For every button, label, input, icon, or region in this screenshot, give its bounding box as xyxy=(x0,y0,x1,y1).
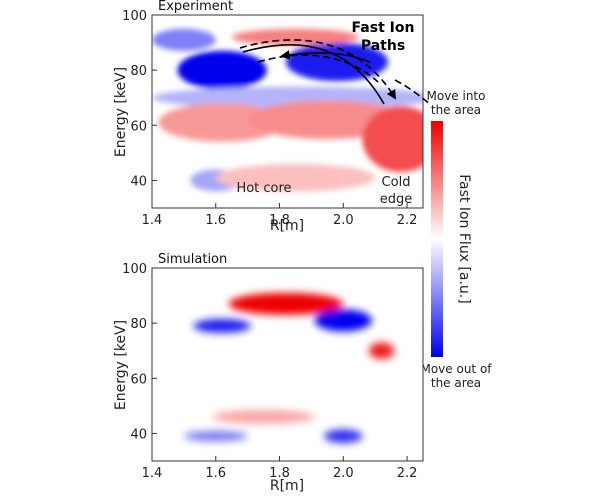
simulation-heatmap xyxy=(183,292,395,444)
experiment-panel: Experiment Fast Ion Paths Hot core Cold … xyxy=(113,0,431,234)
cold-edge-label-line1: Cold xyxy=(382,175,411,190)
hot-core-label: Hot core xyxy=(236,181,291,196)
colorbar-top-label-line2: the area xyxy=(431,103,481,117)
y-tick-label-1-1: 60 xyxy=(130,372,147,387)
fast-ion-paths xyxy=(239,39,431,105)
heatmap-blob-1-4 xyxy=(212,409,315,424)
experiment-title: Experiment xyxy=(158,0,233,14)
y-tick-label-1-2: 80 xyxy=(130,317,147,332)
heatmap-blob-0-7 xyxy=(362,105,423,173)
colorbar-label: Fast Ion Flux [a.u.] xyxy=(456,174,472,303)
heatmap-blob-1-1 xyxy=(193,319,251,333)
cold-edge-label-line2: edge xyxy=(380,192,413,207)
heatmap-blob-0-2 xyxy=(285,42,388,82)
simulation-title: Simulation xyxy=(158,252,227,267)
y-tick-label-1-0: 40 xyxy=(130,427,147,442)
path-arrow-middle xyxy=(242,44,385,105)
heatmap-blob-0-9 xyxy=(215,163,376,192)
path-arrow-return xyxy=(280,50,371,63)
simulation-ylabel: Energy [keV] xyxy=(113,320,129,410)
path-arrow-upper xyxy=(239,39,396,100)
colorbar-bottom-label-line1: Move out of xyxy=(420,362,492,376)
experiment-plot-frame xyxy=(151,14,424,209)
x-tick-label-0-1: 1.6 xyxy=(205,213,226,228)
heatmap-blob-1-6 xyxy=(324,429,363,444)
path-arrow-lower xyxy=(257,54,379,83)
path-arrow-tail xyxy=(394,79,431,105)
x-tick-label-1-3: 2.0 xyxy=(333,466,354,481)
experiment-heatmap xyxy=(152,28,423,192)
x-tick-label-0-2: 1.8 xyxy=(269,213,290,228)
x-tick-label-1-1: 1.6 xyxy=(205,466,226,481)
simulation-empty-region xyxy=(344,268,423,461)
y-tick-label-1-3: 100 xyxy=(122,262,147,277)
y-tick-label-0-3: 100 xyxy=(122,9,147,24)
heatmap-blob-0-0 xyxy=(177,50,267,90)
x-tick-label-1-0: 1.4 xyxy=(142,466,163,481)
colorbar-gradient xyxy=(431,121,443,357)
colorbar-bottom-label-line2: the area xyxy=(431,376,481,390)
heatmap-blob-1-0 xyxy=(228,292,344,315)
fast-ion-label-line2: Paths xyxy=(361,38,405,54)
x-tick-label-0-4: 2.2 xyxy=(397,213,418,228)
simulation-axes: 1.4 1.6 1.8 2.0 2.2 40 60 80 100 xyxy=(122,262,417,481)
colorbar: Move into the area Fast Ion Flux [a.u.] … xyxy=(420,89,492,390)
simulation-panel: Simulation 1.4 1.6 1.8 2.0 2.2 40 60 80 100 R[m]… xyxy=(113,252,424,494)
heatmap-blob-0-3 xyxy=(231,28,360,46)
simulation-xlabel: R[m] xyxy=(270,478,304,494)
heatmap-blob-0-1 xyxy=(152,28,216,51)
y-tick-label-0-2: 80 xyxy=(130,64,147,79)
heatmap-blob-1-2 xyxy=(314,309,372,332)
y-tick-label-0-1: 60 xyxy=(130,119,147,134)
experiment-xlabel: R[m] xyxy=(270,218,304,234)
experiment-axes: 1.4 1.6 1.8 2.0 2.2 40 60 80 100 xyxy=(122,9,417,228)
x-tick-label-0-0: 1.4 xyxy=(142,213,163,228)
x-tick-label-1-4: 2.2 xyxy=(397,466,418,481)
fast-ion-label-line1: Fast Ion xyxy=(352,20,415,36)
heatmap-blob-1-5 xyxy=(183,430,248,442)
y-tick-label-0-0: 40 xyxy=(130,174,147,189)
x-tick-label-0-3: 2.0 xyxy=(333,213,354,228)
simulation-plot-frame xyxy=(151,267,424,462)
experiment-ylabel: Energy [keV] xyxy=(113,67,129,157)
x-tick-label-1-2: 1.8 xyxy=(269,466,290,481)
colorbar-top-label-line1: Move into xyxy=(427,89,486,103)
heatmap-blob-1-3 xyxy=(368,342,395,359)
